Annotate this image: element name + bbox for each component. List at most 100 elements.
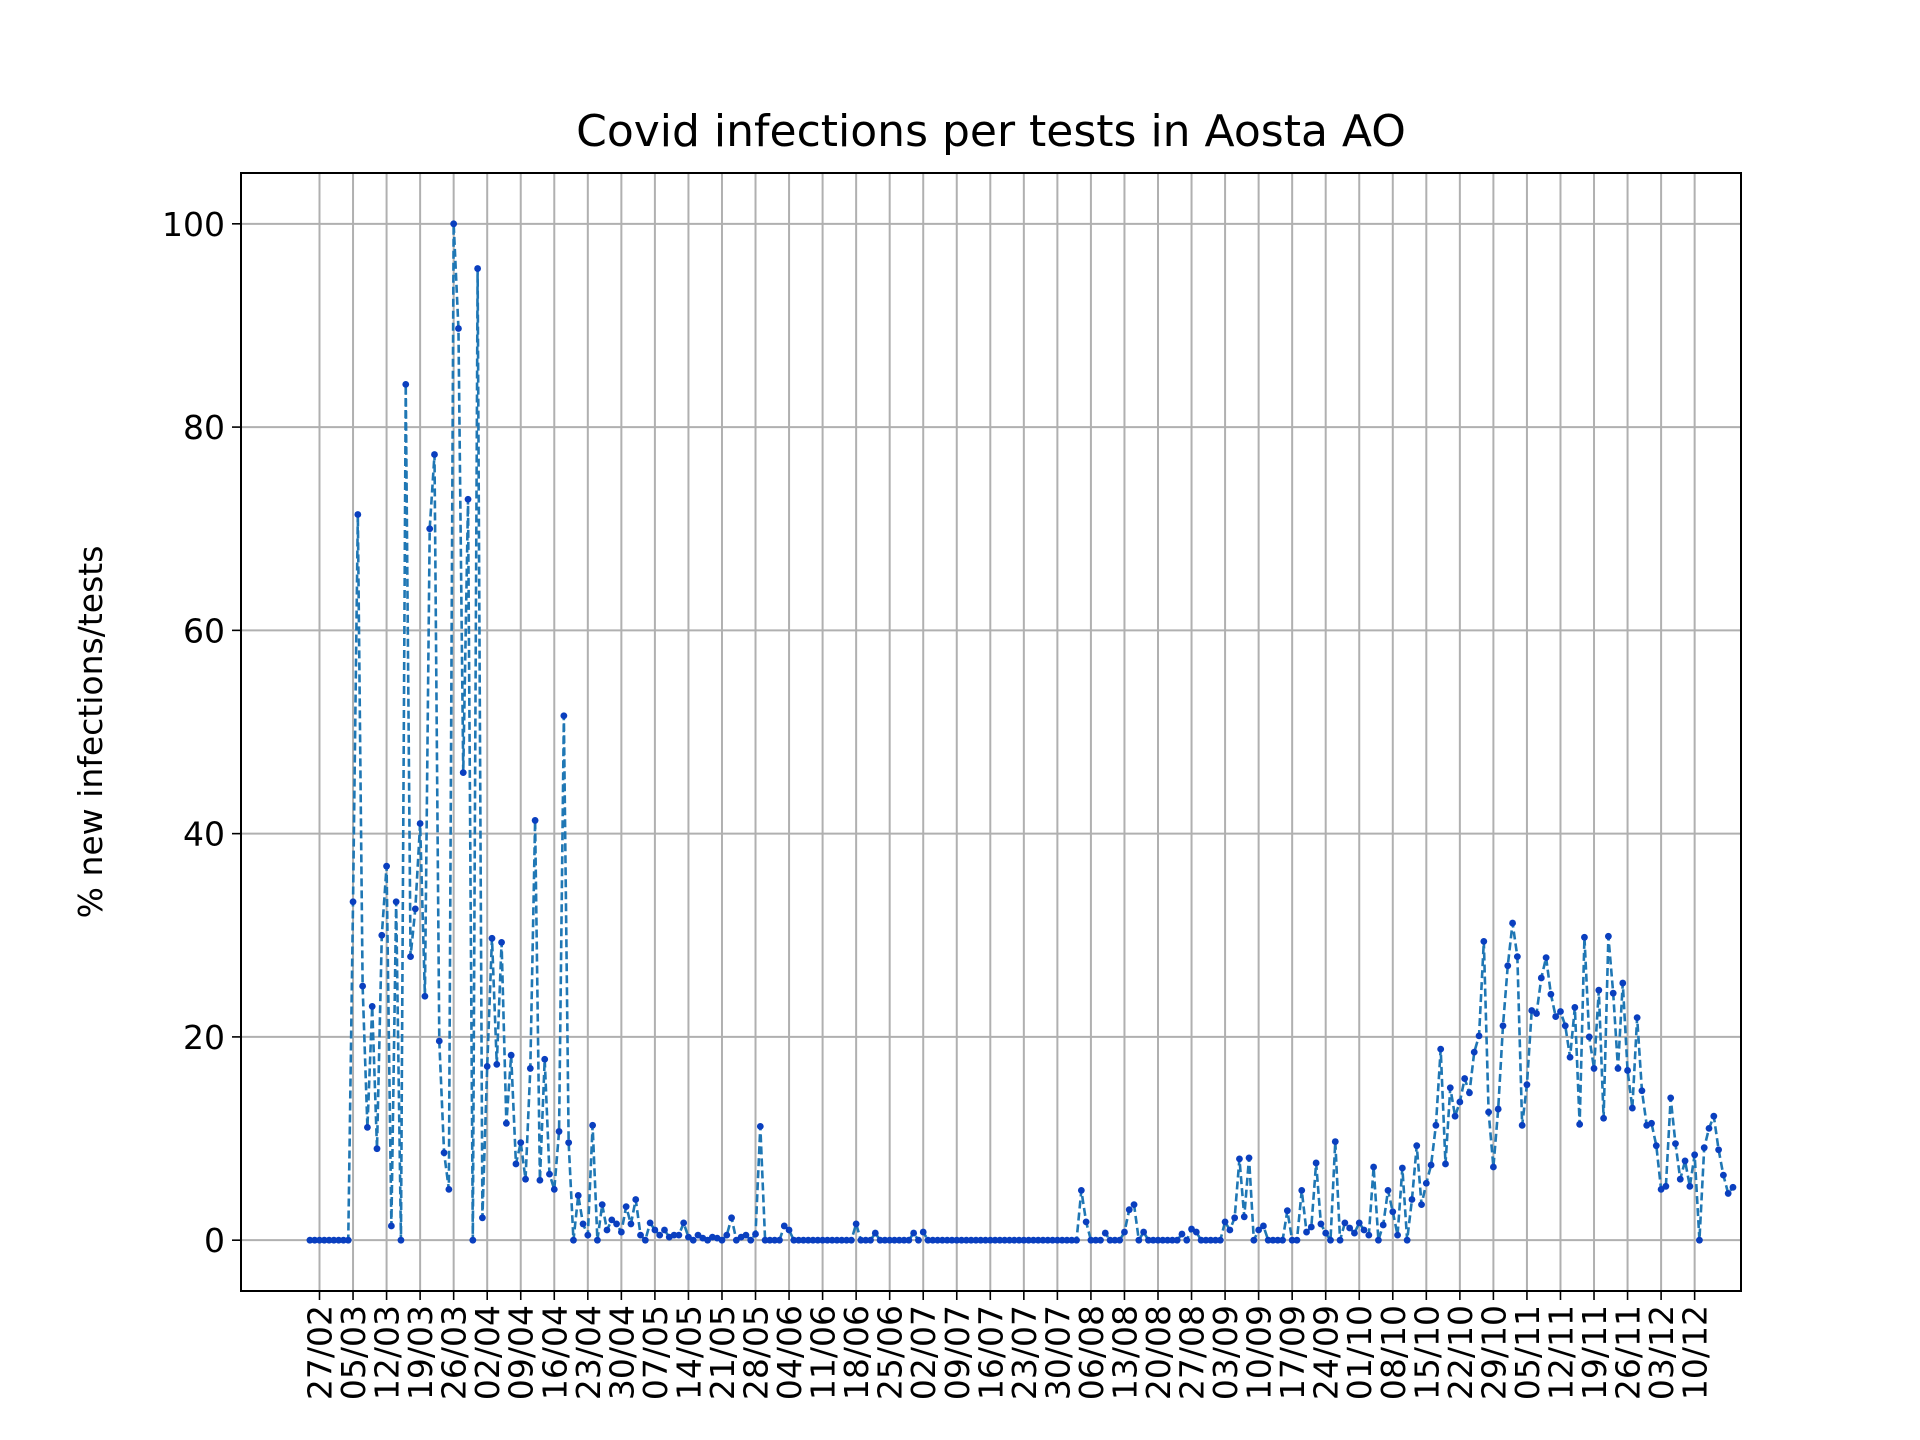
x-tick-label: 12/11: [1541, 1305, 1580, 1400]
data-point: [943, 1236, 951, 1244]
x-tick-label: 02/04: [468, 1305, 507, 1400]
data-point: [464, 495, 472, 503]
data-point: [603, 1226, 611, 1234]
data-point: [608, 1216, 616, 1224]
data-point: [459, 769, 467, 777]
x-tick-label: 18/06: [837, 1305, 876, 1400]
data-point: [675, 1231, 683, 1239]
x-tick-label: 27/02: [301, 1305, 340, 1400]
data-point: [1398, 1164, 1406, 1172]
data-point: [1729, 1183, 1737, 1191]
data-point: [670, 1231, 678, 1239]
data-point: [1384, 1186, 1392, 1194]
data-point: [1274, 1236, 1282, 1244]
data-point: [1456, 1098, 1464, 1106]
data-point: [498, 938, 505, 946]
data-point: [1705, 1124, 1713, 1132]
data-point: [1552, 1013, 1560, 1020]
x-tick-label: 27/08: [1173, 1305, 1212, 1400]
x-tick-label: 04/06: [770, 1305, 809, 1400]
data-point: [1365, 1231, 1373, 1239]
x-tick-label: 11/06: [804, 1305, 843, 1400]
data-point: [550, 1185, 558, 1193]
data-point: [1207, 1236, 1215, 1244]
data-point: [1547, 990, 1555, 998]
x-tick-label: 10/09: [1240, 1305, 1279, 1400]
data-point: [1164, 1236, 1171, 1244]
data-point: [1480, 937, 1488, 945]
data-point: [1145, 1236, 1152, 1244]
x-tick-label: 03/12: [1642, 1305, 1681, 1400]
data-point: [349, 898, 357, 906]
data-point: [411, 905, 419, 913]
x-tick-label: 30/04: [602, 1305, 641, 1400]
data-point: [1216, 1236, 1224, 1244]
data-point: [1710, 1112, 1718, 1120]
data-point: [991, 1236, 999, 1244]
data-point: [900, 1236, 908, 1244]
data-point: [368, 1003, 376, 1010]
data-point: [1360, 1226, 1368, 1234]
data-point: [1566, 1053, 1574, 1061]
data-point: [790, 1236, 798, 1244]
data-point: [531, 817, 539, 824]
data-point: [637, 1231, 644, 1239]
x-tick-label: 14/05: [669, 1305, 708, 1400]
data-point: [752, 1230, 759, 1238]
data-point: [1715, 1146, 1722, 1154]
data-point: [986, 1236, 994, 1244]
data-point: [1662, 1182, 1670, 1190]
data-point: [1355, 1219, 1363, 1227]
data-point: [1279, 1236, 1286, 1244]
data-point: [1590, 1065, 1598, 1072]
data-point: [1317, 1220, 1325, 1228]
data-point: [1231, 1214, 1239, 1222]
data-point: [852, 1220, 860, 1228]
data-point: [1245, 1154, 1253, 1162]
data-point: [378, 931, 386, 939]
data-point: [507, 1051, 515, 1059]
data-point: [886, 1236, 894, 1244]
data-point: [397, 1236, 405, 1244]
data-point: [1049, 1236, 1056, 1244]
x-tick-label: 23/07: [1005, 1305, 1044, 1400]
data-point: [785, 1226, 793, 1234]
data-point: [1025, 1236, 1033, 1244]
data-point: [1475, 1032, 1483, 1040]
data-point: [1451, 1112, 1459, 1120]
data-point: [771, 1236, 779, 1244]
data-point: [1303, 1228, 1310, 1236]
data-point: [316, 1236, 323, 1244]
x-tick-label: 08/10: [1374, 1305, 1413, 1400]
data-point: [867, 1236, 874, 1244]
data-point: [1149, 1236, 1157, 1244]
data-point: [1183, 1236, 1191, 1244]
data-point: [1178, 1230, 1186, 1238]
data-point: [627, 1220, 635, 1228]
data-point: [1173, 1236, 1181, 1244]
y-tick-label: 20: [183, 1018, 225, 1057]
data-point: [387, 1222, 395, 1230]
data-series: [306, 220, 1737, 1244]
x-tick-label: 25/06: [871, 1305, 910, 1400]
data-point: [1336, 1236, 1344, 1244]
data-point: [392, 898, 400, 906]
x-tick-label: 29/10: [1474, 1305, 1513, 1400]
data-point: [1255, 1226, 1263, 1234]
data-point: [962, 1236, 970, 1244]
data-point: [728, 1214, 735, 1222]
data-point: [972, 1236, 980, 1244]
y-tick-label: 0: [204, 1221, 225, 1260]
data-point: [723, 1231, 731, 1239]
data-point: [915, 1236, 922, 1244]
data-point: [1490, 1163, 1497, 1171]
data-point: [383, 862, 390, 870]
data-point: [311, 1236, 319, 1244]
data-point: [1403, 1236, 1411, 1244]
data-point: [1351, 1229, 1358, 1237]
data-point: [594, 1236, 601, 1244]
data-point: [1681, 1157, 1689, 1165]
data-point: [1130, 1201, 1138, 1209]
data-point: [661, 1226, 668, 1234]
